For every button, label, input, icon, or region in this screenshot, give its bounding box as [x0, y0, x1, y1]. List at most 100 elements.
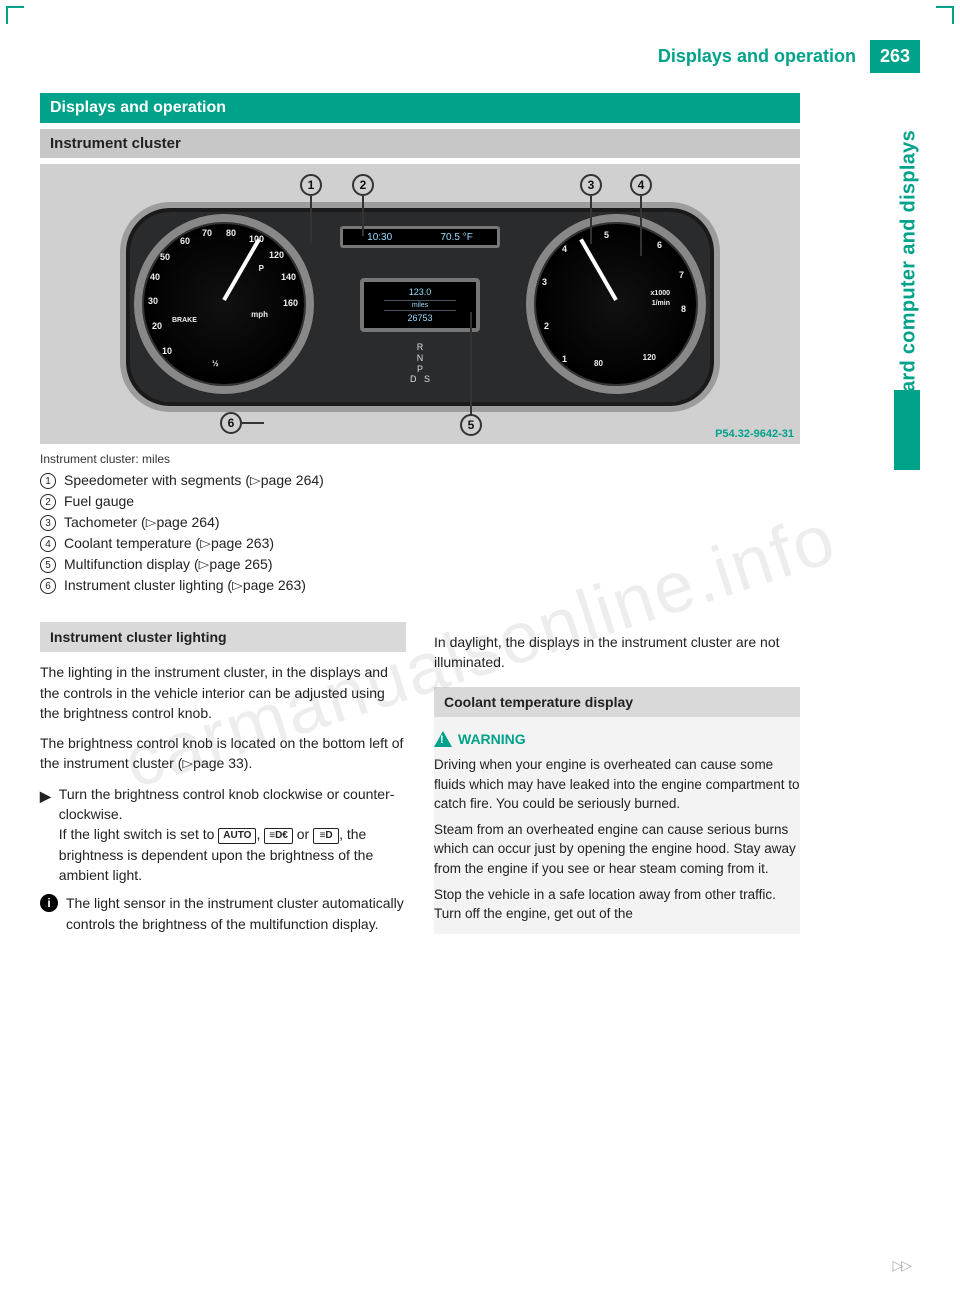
side-tab-block — [894, 390, 920, 470]
right-subheading: Coolant temperature display — [434, 687, 800, 717]
header-section-title: Displays and operation — [658, 40, 870, 73]
dial-num: 120 — [269, 250, 284, 260]
dial-num: 2 — [544, 321, 549, 331]
dial-num: 140 — [281, 272, 296, 282]
dial-label: x1000 — [651, 290, 670, 297]
warning-header: WARNING — [434, 729, 800, 749]
left-subheading: Instrument cluster lighting — [40, 622, 406, 652]
legend-tail: ) — [301, 577, 306, 593]
dial-num: 8 — [681, 304, 686, 314]
legend-tail: ) — [269, 535, 274, 551]
callout-2: 2 — [352, 174, 374, 196]
dial-label: 1/min — [652, 300, 670, 307]
legend-list: 1Speedometer with segments (▷ page 264) … — [40, 470, 800, 596]
dial-num: 80 — [226, 228, 236, 238]
dial-num: 1 — [562, 354, 567, 364]
legend-item: 5 Multifunction display (▷ page 265) — [40, 554, 800, 575]
body-span: If the light switch is set to — [59, 826, 219, 842]
dial-num: 4 — [562, 244, 567, 254]
dial-num: 7 — [679, 270, 684, 280]
body-pageref: page 33 — [193, 755, 244, 771]
dial-num: 10 — [162, 346, 172, 356]
callout-line — [242, 422, 264, 424]
section-title-bar: Displays and operation — [40, 93, 800, 123]
callout-4: 4 — [630, 174, 652, 196]
switch-symbol-lowbeam: ≡D — [313, 828, 339, 844]
legend-pageref: page 264 — [261, 472, 319, 488]
left-column: Instrument cluster lighting The lighting… — [40, 608, 406, 942]
step-lead: Turn the brightness control knob clockwi… — [59, 784, 406, 825]
info-icon: i — [40, 894, 58, 912]
dial-label: 80 — [594, 359, 603, 368]
warning-text: Steam from an overheated engine can caus… — [434, 820, 800, 879]
info-note: i The light sensor in the instrument clu… — [40, 893, 406, 934]
right-column: In daylight, the displays in the instrum… — [434, 608, 800, 942]
gear-indicator: R N P D S — [410, 342, 430, 385]
body-text: The brightness control knob is located o… — [40, 733, 406, 774]
pageref-icon: ▷ — [199, 558, 210, 572]
legend-num: 4 — [40, 536, 56, 552]
legend-text: Fuel gauge — [64, 493, 134, 509]
info-text: The light sensor in the instrument clust… — [66, 893, 406, 934]
legend-tail: ) — [268, 556, 273, 572]
dial-label: BRAKE — [172, 317, 197, 324]
callout-line — [310, 196, 312, 244]
legend-item: 6Instrument cluster lighting (▷ page 263… — [40, 575, 800, 596]
trip-value: 123.0 — [364, 286, 476, 299]
legend-item: 2 Fuel gauge — [40, 491, 800, 512]
dial-num: 3 — [542, 277, 547, 287]
callout-6: 6 — [220, 412, 242, 434]
tachometer-dial: 1 2 3 4 5 6 7 8 x1000 1/min 80 120 — [526, 214, 706, 394]
dial-num: 50 — [160, 252, 170, 262]
dial-label: P — [259, 264, 264, 273]
crop-mark-tr — [936, 6, 954, 24]
outside-temp-value: 70.5 °F — [440, 232, 472, 243]
two-column-body: Instrument cluster lighting The lighting… — [40, 608, 800, 942]
pageref-icon: ▷ — [200, 537, 211, 551]
legend-text: Multifunction display ( — [64, 556, 199, 572]
callout-3: 3 — [580, 174, 602, 196]
legend-text: Tachometer ( — [64, 514, 146, 530]
switch-symbol-parking: ≡D€ — [264, 828, 293, 844]
top-info-display: 10:30 70.5 °F — [340, 226, 500, 248]
warning-icon — [434, 731, 452, 747]
crop-mark-tl — [6, 6, 24, 24]
subsection-bar: Instrument cluster — [40, 129, 800, 158]
pageref-icon: ▷ — [146, 516, 157, 530]
warning-text: Stop the vehicle in a safe location away… — [434, 885, 800, 924]
dial-num: 60 — [180, 236, 190, 246]
instrument-cluster-figure: 10 20 30 40 50 60 70 80 100 120 140 160 … — [40, 164, 800, 444]
dial-num: 100 — [249, 234, 264, 244]
step-item: ▶ Turn the brightness control knob clock… — [40, 784, 406, 885]
callout-line — [470, 312, 472, 416]
page-number: 263 — [870, 40, 920, 73]
dial-num: 6 — [657, 240, 662, 250]
legend-item: 1Speedometer with segments (▷ page 264) — [40, 470, 800, 491]
dial-num: 160 — [283, 298, 298, 308]
odo-value: 26753 — [364, 312, 476, 325]
callout-1: 1 — [300, 174, 322, 196]
cluster-body: 10 20 30 40 50 60 70 80 100 120 140 160 … — [120, 202, 720, 412]
callout-line — [640, 196, 642, 256]
switch-symbol-auto: AUTO — [218, 828, 256, 844]
legend-pageref: page 263 — [243, 577, 301, 593]
odo-unit: miles — [384, 300, 456, 312]
legend-num: 2 — [40, 494, 56, 510]
legend-text: Speedometer with segments ( — [64, 472, 250, 488]
legend-num: 5 — [40, 557, 56, 573]
dial-label: mph — [251, 310, 268, 319]
legend-text: Instrument cluster lighting ( — [64, 577, 232, 593]
dial-num: 30 — [148, 296, 158, 306]
pageref-icon: ▷ — [250, 474, 261, 488]
body-span: , — [256, 826, 264, 842]
step-body: If the light switch is set to AUTO, ≡D€ … — [59, 824, 406, 885]
warning-label: WARNING — [458, 729, 526, 749]
pageref-icon: ▷ — [182, 756, 193, 772]
figure-caption: Instrument cluster: miles — [40, 452, 800, 466]
clock-value: 10:30 — [367, 232, 392, 243]
body-span: or — [293, 826, 313, 842]
legend-pageref: page 265 — [209, 556, 267, 572]
continuation-mark: ▷▷ — [892, 1257, 910, 1274]
legend-text: Coolant temperature ( — [64, 535, 200, 551]
dial-num: 5 — [604, 230, 609, 240]
